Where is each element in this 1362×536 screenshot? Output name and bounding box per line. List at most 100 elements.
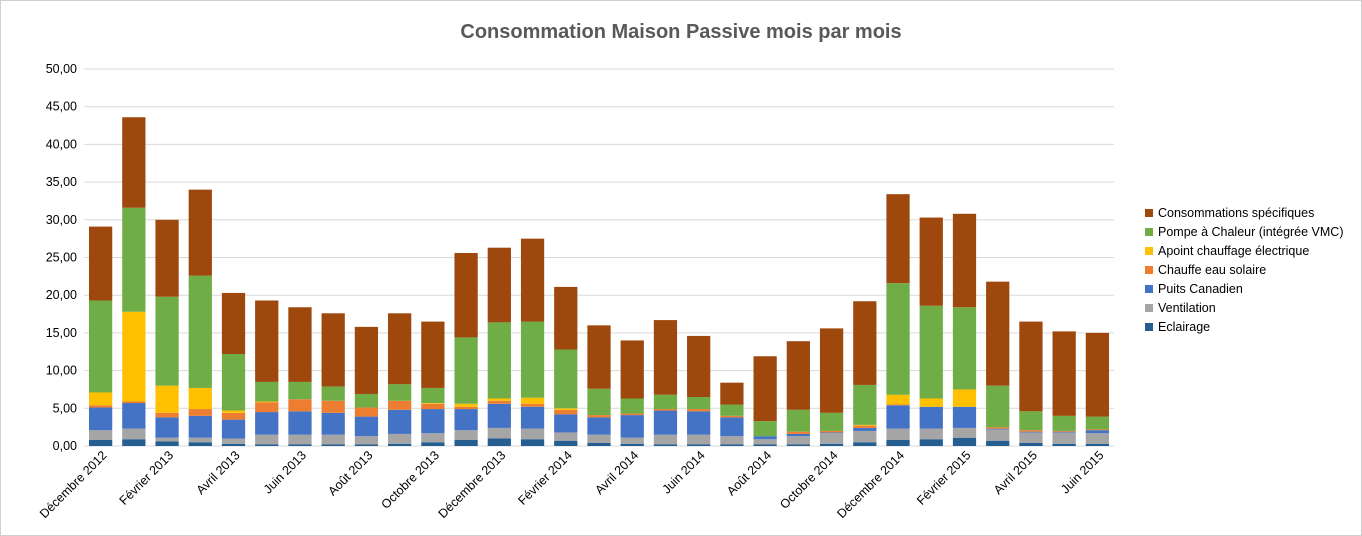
bar-segment: [421, 403, 445, 410]
bar-segment: [687, 396, 711, 410]
bar-segment: [122, 117, 146, 208]
bar-segment: [554, 414, 578, 433]
legend: Consommations spécifiques Pompe à Chaleur…: [1145, 203, 1344, 336]
legend-swatch: [1145, 208, 1153, 217]
bar-segment: [753, 356, 777, 422]
bar-segment: [587, 388, 611, 416]
bar-segment: [520, 397, 545, 404]
bar-segment: [1019, 442, 1043, 446]
bar-segment: [354, 416, 379, 437]
x-tick-label: Décembre 2012: [37, 448, 110, 521]
bar-segment: [520, 403, 545, 407]
bar-segment: [620, 398, 644, 414]
bar-segment: [853, 424, 877, 426]
legend-item: Puits Canadien: [1145, 279, 1344, 298]
bar-segment: [853, 425, 877, 428]
y-tick-label: 40,00: [46, 137, 77, 151]
bar-segment: [122, 428, 146, 440]
bar-segment: [321, 444, 345, 446]
bar-segment: [255, 381, 279, 402]
bar-segment: [221, 292, 246, 355]
bar-segment: [919, 439, 943, 446]
bar-segment: [886, 404, 910, 406]
bar-segment: [952, 213, 977, 308]
legend-label: Eclairage: [1158, 319, 1211, 334]
bar-segment: [487, 403, 511, 428]
bar-segment: [1052, 430, 1076, 432]
bar-segment: [188, 442, 212, 446]
bar-segment: [122, 311, 146, 402]
bar-segment: [919, 305, 943, 399]
bar-segment: [155, 437, 179, 442]
bar-segment: [786, 444, 810, 446]
bar-segment: [986, 385, 1010, 428]
bar-segment: [321, 412, 345, 435]
bar-segment: [620, 415, 644, 438]
x-tick-label: Avril 2015: [991, 448, 1040, 497]
bar-segment: [221, 419, 246, 439]
bar-segment: [653, 444, 678, 446]
bar-segment: [1019, 432, 1043, 443]
bar-segment: [886, 428, 910, 440]
bar-segment: [554, 440, 578, 446]
bar-segment: [122, 401, 146, 404]
bar-segment: [354, 326, 379, 394]
x-tick-label: Juin 2015: [1058, 448, 1106, 496]
bar-segment: [321, 386, 345, 401]
bar-segment: [354, 393, 379, 408]
bar-segment: [620, 413, 644, 416]
bar-segment: [388, 443, 412, 446]
chart-title: Consommation Maison Passive mois par moi…: [460, 21, 902, 43]
bar-segment: [421, 387, 445, 404]
bar-segment: [1085, 332, 1110, 417]
bar-segment: [388, 409, 412, 434]
bar-segment: [952, 427, 977, 438]
bar-segment: [653, 394, 678, 410]
bar-segment: [819, 443, 844, 446]
bar-segment: [520, 428, 545, 440]
bar-segment: [986, 281, 1010, 386]
legend-swatch: [1145, 265, 1153, 274]
bar-segment: [819, 432, 844, 434]
bar-segment: [454, 409, 478, 431]
bar-segment: [221, 438, 246, 444]
legend-item: Pompe à Chaleur (intégrée VMC): [1145, 222, 1344, 241]
bar-segment: [1085, 430, 1110, 434]
bar-segment: [520, 321, 545, 398]
bar-segment: [720, 436, 744, 445]
bar-segment: [554, 408, 578, 410]
bar-segment: [88, 439, 113, 446]
bar-segment: [587, 417, 611, 435]
bar-segment: [819, 412, 844, 431]
bar-segment: [122, 439, 146, 446]
bar-segment: [354, 444, 379, 446]
bar-segment: [454, 403, 478, 407]
bar-segment: [819, 328, 844, 413]
bar-segment: [421, 403, 445, 404]
bar-segment: [321, 434, 345, 445]
bar-segment: [155, 441, 179, 446]
bar-segment: [986, 440, 1010, 446]
bar-segment: [221, 354, 246, 411]
y-tick-label: 45,00: [46, 100, 77, 114]
bar-segment: [520, 439, 545, 446]
bar-segment: [819, 430, 844, 433]
bar-segment: [687, 335, 711, 397]
bar-segment: [255, 412, 279, 435]
bar-segment: [886, 439, 910, 446]
legend-swatch: [1145, 284, 1153, 293]
bar-segment: [587, 325, 611, 389]
bar-segment: [886, 194, 910, 284]
bar-segment: [388, 433, 412, 444]
bar-segment: [288, 381, 312, 400]
bar-segment: [1085, 429, 1110, 431]
legend-swatch: [1145, 246, 1153, 255]
bar-segment: [986, 428, 1010, 430]
legend-label: Chauffe eau solaire: [1158, 262, 1267, 277]
bar-segment: [155, 412, 179, 418]
bar-segment: [786, 409, 810, 432]
bar-segment: [1019, 430, 1043, 432]
bar-segment: [388, 384, 412, 401]
legend-label: Ventilation: [1158, 300, 1216, 315]
legend-item: Eclairage: [1145, 317, 1344, 336]
